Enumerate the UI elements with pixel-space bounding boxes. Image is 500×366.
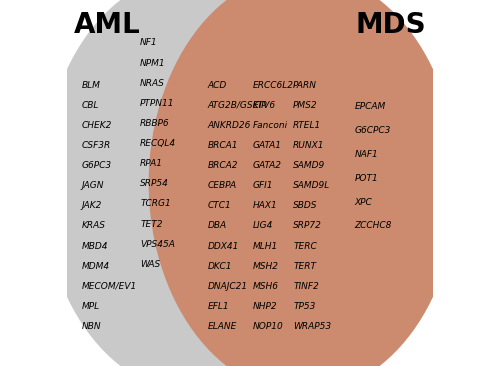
- Text: JAGN: JAGN: [82, 181, 104, 190]
- Text: DKC1: DKC1: [208, 262, 233, 271]
- Text: G6PC3: G6PC3: [82, 161, 112, 170]
- Text: NBN: NBN: [82, 322, 102, 331]
- Text: TCRG1: TCRG1: [140, 199, 171, 209]
- Text: ATG2B/GSKIP: ATG2B/GSKIP: [208, 101, 268, 110]
- Text: VPS45A: VPS45A: [140, 240, 175, 249]
- Text: NAF1: NAF1: [354, 150, 378, 159]
- Text: BRCA1: BRCA1: [208, 141, 238, 150]
- Text: ERCC6L2: ERCC6L2: [253, 81, 294, 90]
- Text: AML: AML: [74, 11, 141, 39]
- Text: DDX41: DDX41: [208, 242, 240, 251]
- Text: NPM1: NPM1: [140, 59, 166, 68]
- Text: SBDS: SBDS: [293, 201, 318, 210]
- Text: CHEK2: CHEK2: [82, 121, 112, 130]
- Text: HAX1: HAX1: [253, 201, 278, 210]
- Text: TP53: TP53: [293, 302, 316, 311]
- Text: EPCAM: EPCAM: [354, 102, 386, 112]
- Ellipse shape: [43, 0, 350, 366]
- Text: MECOM/EV1: MECOM/EV1: [82, 282, 137, 291]
- Text: SAMD9L: SAMD9L: [293, 181, 331, 190]
- Text: MLH1: MLH1: [253, 242, 278, 251]
- Text: MBD4: MBD4: [82, 242, 108, 251]
- Text: KRAS: KRAS: [82, 221, 106, 231]
- Ellipse shape: [150, 0, 457, 366]
- Text: RBBP6: RBBP6: [140, 119, 170, 128]
- Text: TET2: TET2: [140, 220, 162, 229]
- Text: DBA: DBA: [208, 221, 227, 231]
- Text: MDM4: MDM4: [82, 262, 110, 271]
- Text: NF1: NF1: [140, 38, 158, 48]
- Text: EFL1: EFL1: [208, 302, 230, 311]
- Text: PARN: PARN: [293, 81, 317, 90]
- Text: RPA1: RPA1: [140, 159, 163, 168]
- Text: CBL: CBL: [82, 101, 99, 110]
- Text: GFI1: GFI1: [253, 181, 274, 190]
- Text: BRCA2: BRCA2: [208, 161, 238, 170]
- Text: JAK2: JAK2: [82, 201, 102, 210]
- Text: MSH2: MSH2: [253, 262, 279, 271]
- Text: MPL: MPL: [82, 302, 100, 311]
- Text: NOP10: NOP10: [253, 322, 284, 331]
- Text: GATA1: GATA1: [253, 141, 282, 150]
- Text: GATA2: GATA2: [253, 161, 282, 170]
- Text: MSH6: MSH6: [253, 282, 279, 291]
- Text: NHP2: NHP2: [253, 302, 278, 311]
- Text: LIG4: LIG4: [253, 221, 274, 231]
- Text: DNAJC21: DNAJC21: [208, 282, 248, 291]
- Text: SRP54: SRP54: [140, 179, 169, 188]
- Text: CEBPA: CEBPA: [208, 181, 237, 190]
- Text: ETV6: ETV6: [253, 101, 276, 110]
- Text: BLM: BLM: [82, 81, 100, 90]
- Text: RUNX1: RUNX1: [293, 141, 324, 150]
- Text: ELANE: ELANE: [208, 322, 238, 331]
- Text: ANKRD26: ANKRD26: [208, 121, 252, 130]
- Text: NRAS: NRAS: [140, 79, 165, 88]
- Text: TERT: TERT: [293, 262, 316, 271]
- Text: Fanconi: Fanconi: [253, 121, 288, 130]
- Text: PTPN11: PTPN11: [140, 99, 174, 108]
- Text: CSF3R: CSF3R: [82, 141, 111, 150]
- Text: G6CPC3: G6CPC3: [354, 126, 390, 135]
- Text: SRP72: SRP72: [293, 221, 322, 231]
- Text: RTEL1: RTEL1: [293, 121, 322, 130]
- Text: ACD: ACD: [208, 81, 227, 90]
- Text: SAMD9: SAMD9: [293, 161, 326, 170]
- Text: ZCCHC8: ZCCHC8: [354, 221, 392, 231]
- Text: TINF2: TINF2: [293, 282, 319, 291]
- Text: WRAP53: WRAP53: [293, 322, 332, 331]
- Text: CTC1: CTC1: [208, 201, 232, 210]
- Text: XPC: XPC: [354, 198, 372, 207]
- Text: PMS2: PMS2: [293, 101, 318, 110]
- Text: TERC: TERC: [293, 242, 317, 251]
- Text: MDS: MDS: [355, 11, 426, 39]
- Text: POT1: POT1: [354, 174, 378, 183]
- Text: RECQL4: RECQL4: [140, 139, 176, 148]
- Text: WAS: WAS: [140, 260, 160, 269]
